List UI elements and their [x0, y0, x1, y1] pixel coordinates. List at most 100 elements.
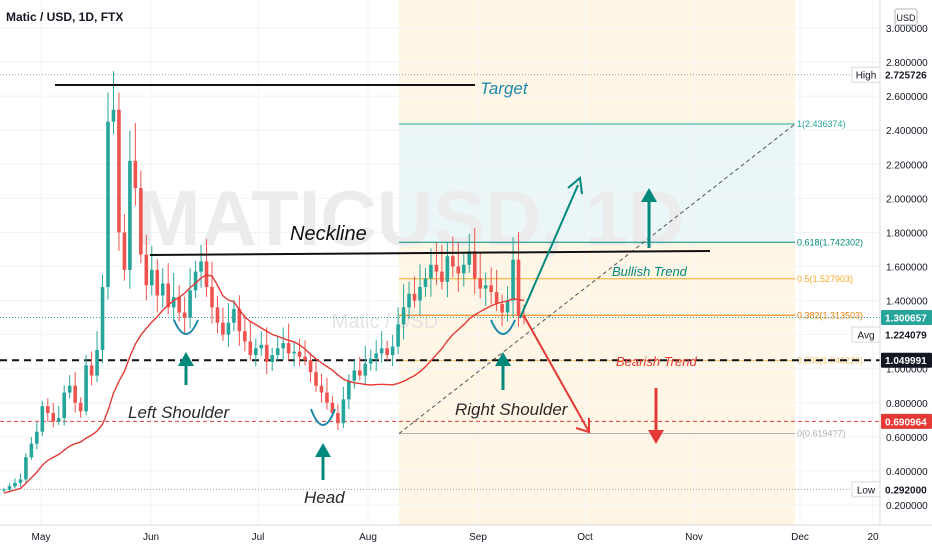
time-tick-label: Dec	[791, 532, 809, 543]
bearish-trend-label: Bearish Trend	[616, 354, 697, 369]
avg-price-pill-tag-bg	[851, 326, 881, 343]
fib-level-label: 0(0.6194?7)	[797, 429, 846, 439]
candle-body	[434, 264, 439, 272]
symbol-watermark-sub: Matic / USD	[332, 311, 439, 333]
head-arc	[310, 408, 336, 426]
high-price-pill-tag: High	[856, 71, 877, 82]
grid	[0, 0, 880, 525]
pattern-annotations[interactable]: Target Neckline Left Shoulder Head Right Sho…	[55, 79, 711, 507]
fib-level-label: 0.382(1.313503)	[797, 310, 863, 320]
candle-body	[412, 293, 417, 301]
bearish-arrow-head	[648, 430, 664, 444]
candle-body	[7, 486, 12, 490]
fib-zone-upper	[399, 124, 795, 243]
candle-body	[24, 457, 28, 480]
candle-body	[489, 285, 493, 293]
fib-level-label: 0.618(1.742302)	[797, 237, 863, 247]
candle-body	[67, 385, 72, 393]
currency-button[interactable]	[894, 8, 918, 26]
candle-body	[505, 300, 510, 313]
head-arrow-head	[315, 443, 331, 457]
time-tick-label: Oct	[577, 532, 593, 543]
price-tick-label: 0.600000	[886, 433, 928, 444]
current-price-pill-bg	[881, 309, 932, 325]
candle-body	[237, 309, 242, 332]
candle-body	[248, 341, 253, 356]
candle-body	[451, 256, 455, 267]
candle-body	[106, 121, 110, 287]
target-label: Target	[480, 79, 529, 98]
time-tick-label: Aug	[359, 532, 377, 543]
bullish-projection-line[interactable]	[519, 184, 579, 319]
currency-label: USD	[896, 13, 916, 23]
candle-body	[494, 292, 499, 304]
candle-body	[78, 402, 83, 412]
candle-body	[445, 256, 450, 282]
time-tick-label: Sep	[469, 532, 487, 543]
candle-body	[149, 269, 154, 286]
candle-body	[62, 392, 67, 419]
candle-body	[13, 482, 17, 487]
candle-body	[330, 402, 335, 414]
bearish-projection-line[interactable]	[523, 315, 589, 431]
price-axis[interactable]: 0.200000 0.400000 0.600000 0.800000 1.000000…	[851, 24, 932, 512]
candle-body	[390, 346, 395, 356]
time-axis[interactable]: May Jun Jul Aug Sep Oct Nov Dec 20	[32, 532, 879, 543]
candle-body	[100, 286, 105, 350]
fib-level-label: 0.5(1.527903)	[797, 274, 853, 284]
left-shoulder-arrow-head	[178, 352, 194, 366]
right-shoulder-arc	[490, 319, 516, 335]
right-shoulder-label: Right Shoulder	[455, 400, 569, 419]
candle-body	[215, 307, 220, 323]
horizontal-levels	[0, 74, 880, 490]
candle-body	[347, 380, 351, 400]
candle-body	[177, 297, 181, 313]
price-tick-label: 0.400000	[886, 467, 928, 478]
fib-zone-lower	[399, 0, 795, 525]
candle-body	[270, 355, 275, 362]
candle-body	[199, 261, 203, 272]
breakdown-price-pill-bg	[881, 413, 932, 429]
candle-body	[111, 109, 116, 122]
candle-body	[407, 293, 411, 308]
moving-average-line	[3, 274, 525, 494]
neckline-label: Neckline	[290, 223, 367, 245]
candle-body	[423, 278, 428, 287]
candle-body	[396, 324, 400, 347]
candle-body	[319, 385, 324, 393]
neckline-line[interactable]	[149, 250, 711, 256]
candle-body	[259, 344, 264, 349]
candle-body	[232, 309, 236, 323]
candle-body	[297, 351, 302, 357]
high-price-pill-value: 2.725726	[885, 71, 927, 82]
candle-body	[193, 271, 198, 291]
candle-body	[182, 312, 187, 318]
candle-body	[456, 266, 461, 274]
high-price-pill-bg	[881, 67, 932, 83]
candle-body	[35, 431, 39, 444]
price-tick-label: 2.600000	[886, 92, 928, 103]
candle-body	[160, 283, 165, 296]
candle-body	[385, 348, 389, 356]
candle-body	[221, 322, 225, 335]
time-tick-label: May	[32, 532, 51, 543]
left-shoulder-arc	[173, 319, 199, 335]
candle-body	[117, 109, 121, 233]
candle-body	[226, 322, 231, 335]
candle-body	[379, 348, 384, 354]
candle-body	[204, 261, 209, 287]
candle-body	[45, 406, 50, 414]
price-tick-label: 1.800000	[886, 228, 928, 239]
fib-level-label: 1(2.436374)	[797, 119, 846, 129]
candle-body	[363, 363, 368, 376]
candle-body	[253, 348, 258, 356]
candle-body	[352, 370, 357, 381]
candle-body	[440, 271, 444, 282]
high-price-pill-tag-bg	[851, 66, 881, 83]
candle-body	[89, 365, 94, 376]
candle-body	[275, 348, 280, 356]
price-tick-label: 2.000000	[886, 194, 928, 205]
support-price-pill-value: 1.049991	[885, 356, 927, 367]
head-label: Head	[304, 488, 345, 507]
